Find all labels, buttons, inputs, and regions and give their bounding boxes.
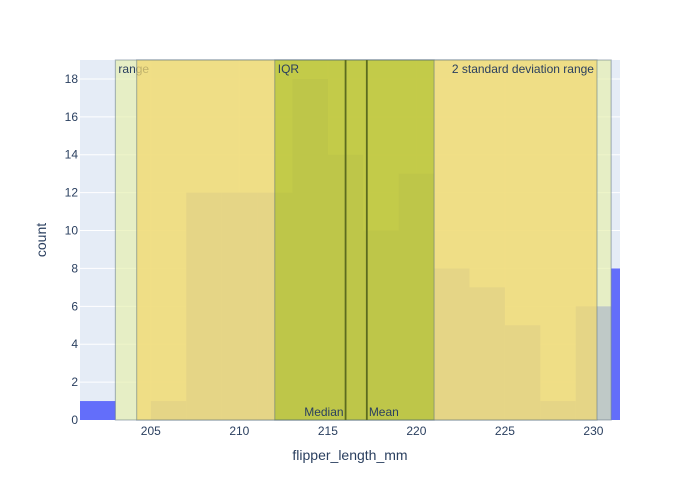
y-axis-title: count (33, 223, 49, 257)
x-tick-label: 210 (229, 424, 249, 438)
y-tick-label: 18 (65, 72, 79, 86)
y-tick-label: 4 (71, 337, 78, 351)
y-tick-label: 8 (71, 261, 78, 275)
y-tick-label: 2 (71, 375, 78, 389)
y-tick-label: 10 (65, 224, 79, 238)
y-tick-label: 6 (71, 299, 78, 313)
shaded-range-label: 2 standard deviation range (452, 62, 594, 76)
shaded-range-label: IQR (278, 62, 300, 76)
histogram-bar (611, 268, 620, 420)
reference-line-label: Mean (369, 405, 399, 419)
y-tick-label: 0 (71, 413, 78, 427)
reference-lines: Median Mean (304, 60, 399, 420)
histogram-bar (80, 401, 116, 420)
x-tick-label: 215 (318, 424, 338, 438)
x-tick-label: 230 (583, 424, 603, 438)
reference-line-label: Median (304, 405, 343, 419)
y-tick-label: 14 (65, 148, 79, 162)
y-tick-label: 12 (65, 186, 79, 200)
y-tick-label: 16 (65, 110, 79, 124)
shaded-range (274, 59, 435, 421)
x-tick-label: 220 (406, 424, 426, 438)
x-tick-label: 225 (495, 424, 515, 438)
x-tick-label: 205 (141, 424, 161, 438)
x-tick-labels: 205 210 215 220 225 230 (141, 424, 604, 438)
y-tick-labels: 0 2 4 6 8 10 12 14 16 18 (65, 72, 79, 427)
x-axis-title: flipper_length_mm (292, 447, 407, 463)
